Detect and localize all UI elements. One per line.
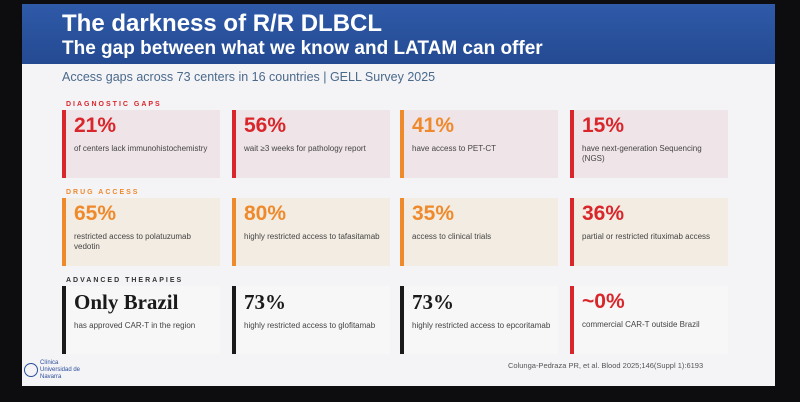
stat-card: 36% partial or restricted rituximab acces… bbox=[570, 198, 728, 266]
citation: Colunga-Pedraza PR, et al. Blood 2025;14… bbox=[508, 361, 704, 370]
stat: 15% bbox=[582, 114, 625, 137]
stat-card: 65% restricted access to polatuzumab vedo… bbox=[62, 198, 220, 266]
stat: 80% bbox=[244, 202, 287, 225]
stat: 21% bbox=[74, 114, 117, 137]
logo-mark bbox=[24, 363, 38, 377]
stat-card: 41% have access to PET-CT bbox=[400, 110, 558, 178]
stat: 73% bbox=[244, 290, 286, 314]
stat: 41% bbox=[412, 114, 455, 137]
stat: ~0% bbox=[582, 290, 625, 313]
stat-text: of centers lack immunohistochemistry bbox=[74, 144, 208, 153]
stat-card: 73% highly restricted access to epcoritam… bbox=[400, 286, 558, 354]
stat-text: have access to PET-CT bbox=[412, 144, 497, 153]
stat-text: have next-generation Sequencing (NGS) bbox=[582, 144, 702, 163]
stat-text: highly restricted access to glofitamab bbox=[244, 321, 376, 330]
section-label: ADVANCED THERAPIES bbox=[66, 277, 184, 284]
stat: 35% bbox=[412, 202, 455, 225]
stat-card: 56% wait ≥3 weeks for pathology report bbox=[232, 110, 390, 178]
stat-text: highly restricted access to epcoritamab bbox=[412, 321, 551, 330]
title: The darkness of R/R DLBCL bbox=[62, 10, 383, 37]
stat-text: commercial CAR-T outside Brazil bbox=[582, 320, 700, 329]
stat-card: ~0% commercial CAR-T outside Brazil bbox=[570, 286, 728, 354]
stat: 73% bbox=[412, 290, 454, 314]
stat: 36% bbox=[582, 202, 625, 225]
stat-text: wait ≥3 weeks for pathology report bbox=[244, 144, 366, 153]
stat-text: has approved CAR-T in the region bbox=[74, 321, 196, 330]
section-label: DIAGNOSTIC GAPS bbox=[66, 101, 162, 108]
stat-card: 15% have next-generation Sequencing (NGS) bbox=[570, 110, 728, 178]
stat-card: 21% of centers lack immunohistochemistry bbox=[62, 110, 220, 178]
slide: The darkness of R/R DLBCL The gap betwee… bbox=[22, 4, 775, 386]
stat-card: 35% access to clinical trials bbox=[400, 198, 558, 266]
stat-text: partial or restricted rituximab access bbox=[582, 232, 711, 241]
stat-text: highly restricted access to tafasitamab bbox=[244, 232, 380, 241]
stat: Only Brazil bbox=[74, 290, 179, 314]
stat: 65% bbox=[74, 202, 117, 225]
stat-text: access to clinical trials bbox=[412, 232, 492, 241]
stat-card: 73% highly restricted access to glofitama… bbox=[232, 286, 390, 354]
stat-card: 80% highly restricted access to tafasitam… bbox=[232, 198, 390, 266]
title-banner: The darkness of R/R DLBCL The gap betwee… bbox=[22, 4, 775, 64]
logo-text: Clínica Universidad de Navarra bbox=[40, 360, 81, 380]
stat-text: restricted access to polatuzumab vedotin bbox=[74, 232, 191, 251]
subtitle: The gap between what we know and LATAM c… bbox=[62, 38, 543, 59]
stat-card: Only Brazil has approved CAR-T in the reg… bbox=[62, 286, 220, 354]
section-label: DRUG ACCESS bbox=[66, 189, 140, 196]
stat: 56% bbox=[244, 114, 287, 137]
caption: Access gaps across 73 centers in 16 coun… bbox=[62, 70, 436, 84]
